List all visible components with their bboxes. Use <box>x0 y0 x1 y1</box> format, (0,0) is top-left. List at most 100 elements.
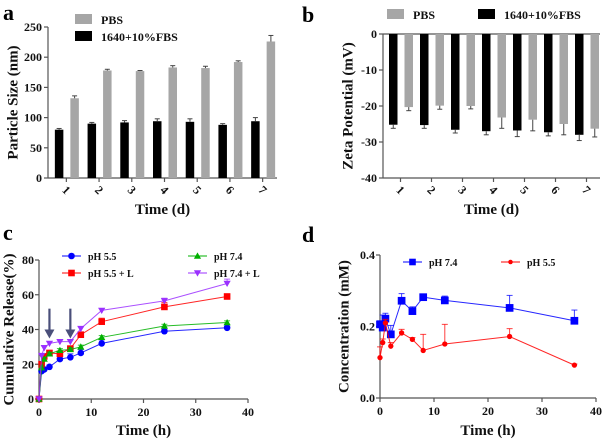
legend-label-a: 1640+10%FBS <box>101 30 178 44</box>
legend-label-b: 1640+10%FBS <box>504 8 581 22</box>
y-tick-label-c: 20 <box>22 357 34 371</box>
series-d-ph74 <box>376 293 579 339</box>
legend-swatch-b <box>387 9 404 19</box>
point-d <box>408 307 417 315</box>
legend-label-d: pH 7.4 <box>429 258 457 269</box>
bar-b-164010fbs <box>513 34 522 131</box>
series-c-ph74l <box>35 278 231 403</box>
bar-a-164010fbs <box>120 122 129 178</box>
point-c <box>160 322 168 329</box>
bar-b-pbs <box>497 34 506 118</box>
y-tick-label-a: 50 <box>30 141 42 155</box>
bar-b-164010fbs <box>544 34 553 133</box>
y-axis-title-c: Cumulative Release(%) <box>1 253 17 405</box>
y-tick-label-b: -30 <box>361 135 377 149</box>
bar-b-pbs <box>559 34 568 124</box>
x-tick-label-c: 0 <box>36 405 42 419</box>
point-c <box>77 349 85 357</box>
x-tick-label-b: 5 <box>517 183 531 197</box>
point-c <box>35 396 43 403</box>
panel-label-b: b <box>302 2 314 27</box>
legend-swatch-a <box>75 31 92 41</box>
x-tick-label-b: 3 <box>455 183 469 197</box>
point-c <box>38 352 46 360</box>
y-tick-label-a: 0 <box>36 171 42 185</box>
point-d <box>378 323 387 332</box>
x-axis-title-d: Time (h) <box>460 423 515 439</box>
bar-a-pbs <box>168 67 177 178</box>
point-d <box>409 258 416 266</box>
y-tick-label-b: -10 <box>361 63 377 77</box>
arrow-head-c <box>44 329 55 339</box>
series-c-ph74 <box>35 318 231 402</box>
bar-b-pbs <box>590 34 599 129</box>
chart-c: 0 20 40 60 80 0 10 20 30 40 pH 5.5 pH 7.4 pH 5.5 + L… <box>22 252 260 419</box>
bar-a-164010fbs <box>87 123 97 178</box>
point-c <box>66 345 74 353</box>
point-c <box>223 293 231 300</box>
point-d <box>508 259 513 265</box>
point-c <box>98 318 105 325</box>
point-d <box>419 293 428 302</box>
arrow-head-c <box>65 329 76 339</box>
x-tick-label-a: 6 <box>223 183 237 197</box>
series-line-d <box>379 322 575 366</box>
point-c <box>98 307 106 314</box>
point-c <box>223 324 231 332</box>
y-tick-label-a: 100 <box>24 111 42 125</box>
point-c <box>98 333 106 341</box>
series-line-d <box>379 296 575 336</box>
point-c <box>40 355 48 362</box>
legend-label-c: pH 7.4 <box>214 252 242 263</box>
point-c <box>193 252 202 259</box>
x-tick-label-b: 4 <box>486 183 500 197</box>
point-d <box>440 296 449 305</box>
point-c <box>161 327 168 335</box>
point-c <box>46 363 53 371</box>
bar-a-pbs <box>233 62 243 179</box>
point-c <box>193 270 202 277</box>
y-tick-label-b: 0 <box>371 27 377 41</box>
point-c <box>40 345 48 352</box>
bar-b-pbs <box>435 34 444 106</box>
point-d <box>386 330 395 339</box>
y-tick-label-b: -40 <box>361 171 377 185</box>
point-c <box>161 303 168 311</box>
x-tick-label-b: 7 <box>579 183 593 197</box>
y-tick-label-a: 250 <box>24 20 42 34</box>
panel-label-a: a <box>3 0 14 25</box>
point-c <box>56 355 64 363</box>
panel-label-c: c <box>3 220 13 245</box>
series-line-c <box>38 322 228 400</box>
x-tick-label-a: 5 <box>190 183 204 197</box>
x-axis-title-a: Time (d) <box>135 202 190 218</box>
point-c <box>45 340 54 347</box>
bar-b-164010fbs <box>451 34 460 130</box>
point-c <box>45 350 54 357</box>
legend-label-c: pH 5.5 + L <box>88 269 134 280</box>
point-d <box>397 296 406 305</box>
legend-label-c: pH 5.5 <box>88 252 116 263</box>
x-tick-label-d: 0 <box>377 404 383 418</box>
y-axis-title-d: Concentration (mM) <box>336 260 352 393</box>
x-tick-label-d: 40 <box>590 404 602 418</box>
x-tick-label-d: 10 <box>428 404 440 418</box>
x-tick-label-a: 3 <box>125 183 139 197</box>
point-c <box>56 338 64 346</box>
point-c <box>66 338 74 346</box>
x-tick-label-a: 1 <box>59 183 73 197</box>
y-axis-title-b: Zeta Potential (mV) <box>340 42 356 169</box>
y-tick-label-d: 0.2 <box>360 320 375 334</box>
y-tick-label-d: 0.4 <box>360 248 375 262</box>
legend-swatch-b <box>478 9 495 19</box>
chart-a: 0 50 100 150 200 250 1 2 3 4 5 6 7 PBS 1640+10%FBS <box>24 13 277 197</box>
point-d <box>420 347 426 354</box>
point-c <box>38 364 46 371</box>
legend-label-a: PBS <box>101 13 123 27</box>
bar-a-164010fbs <box>153 121 162 178</box>
point-d <box>377 354 383 361</box>
legend-label-b: PBS <box>413 8 435 22</box>
bar-a-pbs <box>103 70 112 178</box>
point-d <box>442 341 448 347</box>
